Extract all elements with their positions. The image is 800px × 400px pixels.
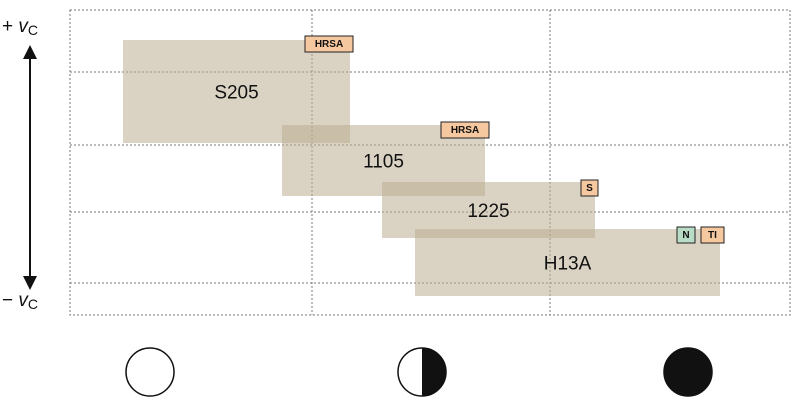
tag-box	[440, 121, 490, 139]
condition-difficult	[663, 347, 713, 397]
tag-box	[700, 226, 725, 244]
tag-box	[304, 35, 354, 53]
tag-label: TI	[708, 230, 717, 241]
tag-box	[580, 179, 599, 197]
grade-label: H13A	[544, 254, 592, 275]
tag-label: HRSA	[451, 125, 479, 136]
tag-label: N	[682, 230, 689, 241]
condition-average-half	[422, 348, 446, 396]
grade-box	[382, 182, 595, 238]
tag-label: S	[586, 183, 593, 194]
grade-label: S205	[214, 83, 258, 104]
grade-label: 1105	[363, 152, 404, 173]
grid-frame	[69, 9, 791, 316]
grade-label: 1225	[467, 201, 509, 222]
tag-box	[676, 226, 696, 244]
axis-top-label: + vC	[2, 16, 38, 38]
grades: S205 HRSA 1105 HRSA 1225 S H13A N TI	[123, 35, 725, 296]
axis-bottom-label: − vC	[2, 290, 38, 312]
grade-box	[415, 229, 720, 296]
tag-label: HRSA	[315, 39, 343, 50]
condition-good	[125, 347, 175, 397]
